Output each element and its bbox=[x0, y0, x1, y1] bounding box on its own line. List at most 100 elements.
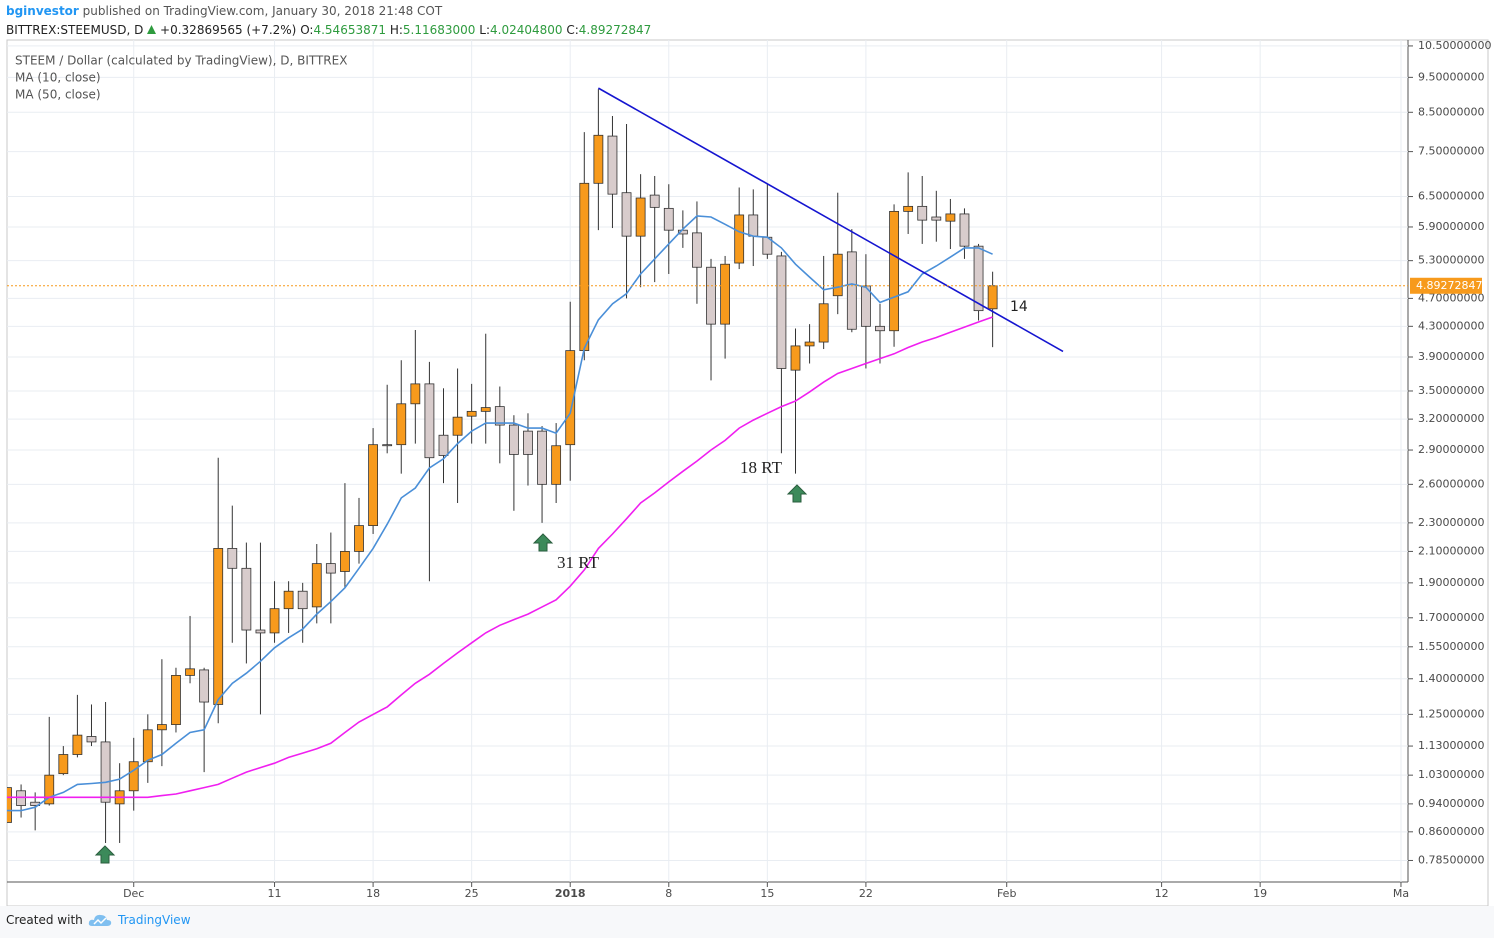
symbol: BITTREX:STEEMUSD, D bbox=[6, 23, 144, 37]
y-tick-label: 0.78500000 bbox=[1418, 853, 1484, 866]
candle-body bbox=[720, 263, 731, 325]
candle-body bbox=[142, 729, 153, 763]
candle-body bbox=[959, 213, 970, 247]
x-tick-label: 22 bbox=[859, 887, 873, 900]
y-tick-label: 3.90000000 bbox=[1418, 350, 1484, 363]
x-tick-label: 25 bbox=[465, 887, 479, 900]
legend-entry: MA (10, close) bbox=[15, 71, 101, 85]
candle-body bbox=[213, 548, 224, 705]
arrow-up bbox=[94, 845, 116, 864]
y-tick-label: 2.30000000 bbox=[1418, 516, 1484, 529]
legend-entry: MA (50, close) bbox=[15, 88, 101, 102]
candle-body bbox=[241, 567, 252, 631]
candle-body bbox=[44, 774, 55, 805]
created-with: Created with bbox=[6, 913, 83, 927]
x-tick-label: 18 bbox=[366, 887, 380, 900]
candle-body bbox=[171, 675, 181, 725]
y-tick-label: 1.70000000 bbox=[1418, 611, 1484, 624]
y-tick-label: 0.94000000 bbox=[1418, 797, 1484, 810]
y-tick-label: 4.30000000 bbox=[1418, 319, 1484, 332]
logo bbox=[88, 914, 112, 926]
y-tick-label: 9.50000000 bbox=[1418, 70, 1484, 83]
candle-body bbox=[635, 197, 646, 237]
arrow-up bbox=[786, 484, 808, 503]
candle-body bbox=[861, 285, 871, 327]
y-tick-label: 10.50000000 bbox=[1418, 39, 1491, 52]
quote-label: H: bbox=[389, 23, 403, 37]
y-tick-label: 2.60000000 bbox=[1418, 477, 1484, 490]
candle-body bbox=[325, 563, 336, 574]
quote-value: 4.54653871 bbox=[313, 23, 386, 37]
candle-body bbox=[593, 134, 604, 184]
legend-title: STEEM / Dollar (calculated by TradingVie… bbox=[15, 54, 347, 68]
trend-line bbox=[597, 87, 1064, 353]
chart-frame bbox=[6, 39, 1489, 907]
candle-body bbox=[7, 787, 12, 823]
y-tick-label: 3.20000000 bbox=[1418, 412, 1484, 425]
last-price-label: 4.89272847 bbox=[1416, 279, 1482, 292]
published: published on TradingView.com, January 30… bbox=[82, 4, 443, 18]
candle-body bbox=[987, 285, 998, 310]
y-tick-label: 1.90000000 bbox=[1418, 576, 1484, 589]
x-tick-label: Ma bbox=[1393, 887, 1409, 900]
candle-body bbox=[917, 205, 928, 221]
candle-body bbox=[100, 741, 111, 803]
candle-body bbox=[466, 410, 477, 417]
candle-body bbox=[480, 407, 491, 412]
x-tick-label: 15 bbox=[760, 887, 774, 900]
y-tick-label: 8.50000000 bbox=[1418, 105, 1484, 118]
candle-body bbox=[199, 669, 210, 703]
y-tick-label: 4.70000000 bbox=[1418, 291, 1484, 304]
last-price-box bbox=[1410, 277, 1482, 294]
up-triangle bbox=[147, 25, 157, 34]
quote-label: L: bbox=[479, 23, 490, 37]
candle-body bbox=[311, 563, 322, 608]
candle-body bbox=[607, 135, 618, 195]
candle-body bbox=[283, 590, 294, 610]
candle-body bbox=[748, 214, 759, 237]
candle-body bbox=[706, 266, 716, 325]
plot-area bbox=[7, 87, 1408, 843]
candle-body bbox=[649, 194, 660, 208]
x-tick-label: Dec bbox=[123, 887, 144, 900]
candle-body bbox=[692, 232, 702, 268]
candle-body bbox=[973, 245, 984, 312]
candle-body bbox=[156, 724, 167, 731]
x-tick-label: 8 bbox=[665, 887, 672, 900]
brand[interactable]: TradingView bbox=[118, 913, 191, 927]
candle-body bbox=[790, 345, 801, 371]
y-tick-label: 2.10000000 bbox=[1418, 544, 1484, 557]
candle-body bbox=[579, 182, 590, 352]
header: bginvestor published on TradingView.com,… bbox=[6, 2, 651, 40]
candle-body bbox=[269, 608, 280, 634]
candle-body bbox=[508, 424, 519, 455]
author[interactable]: bginvestor bbox=[6, 4, 79, 18]
candle-body bbox=[340, 551, 350, 572]
candle-body bbox=[889, 210, 899, 332]
candle-body bbox=[438, 434, 449, 456]
candle-body bbox=[523, 430, 533, 455]
candle-body bbox=[818, 303, 829, 343]
candle-body bbox=[452, 416, 463, 436]
footer: Created with TradingView bbox=[0, 906, 1494, 938]
candle-body bbox=[128, 761, 139, 792]
moving-average bbox=[7, 215, 993, 812]
change: +0.32869565 (+7.2%) bbox=[160, 23, 297, 37]
y-tick-label: 1.13000000 bbox=[1418, 739, 1484, 752]
candle-body bbox=[185, 668, 195, 676]
candle-body bbox=[297, 590, 308, 610]
candle-body bbox=[58, 754, 69, 775]
candle-body bbox=[494, 406, 505, 426]
quote-value: 4.02404800 bbox=[490, 23, 563, 37]
y-tick-label: 5.30000000 bbox=[1418, 254, 1484, 267]
candle-body bbox=[875, 325, 885, 332]
candle-body bbox=[382, 444, 393, 447]
candle-body bbox=[368, 444, 378, 526]
candle-body bbox=[945, 213, 956, 222]
axes: 10.50000000 9.50000000 8.50000000 7.5000000… bbox=[123, 39, 1491, 900]
candle-body bbox=[424, 383, 435, 459]
x-tick-label: 19 bbox=[1253, 887, 1267, 900]
y-tick-label: 6.50000000 bbox=[1418, 190, 1484, 203]
quote-value: 4.89272847 bbox=[578, 23, 652, 37]
